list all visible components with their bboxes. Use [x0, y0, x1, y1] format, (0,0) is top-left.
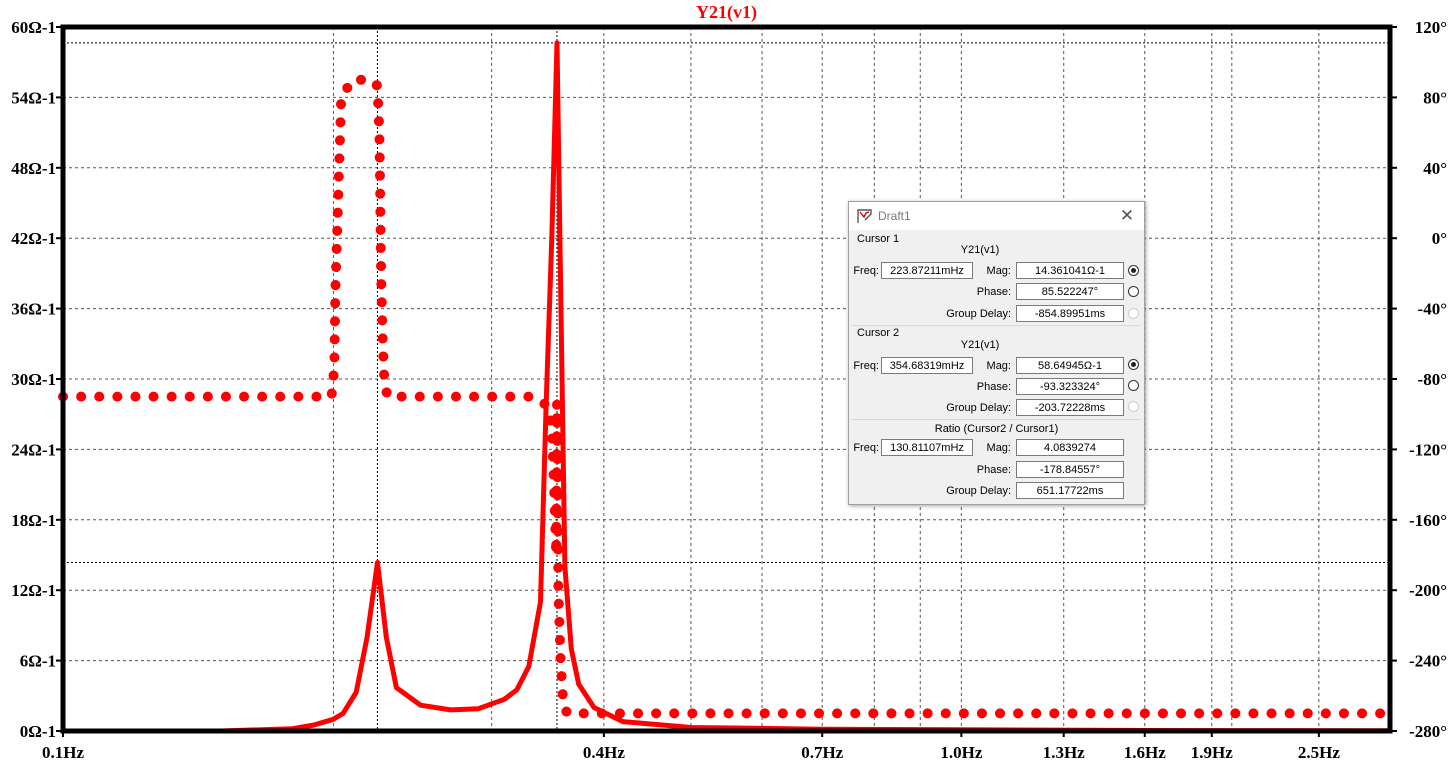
y-right-tick-label: -120°: [1409, 440, 1447, 459]
cursor1-freq-field[interactable]: 223.87211mHz: [881, 262, 973, 279]
y-left-tick-label: 18Ω-1: [11, 511, 56, 530]
y-axis-left-ticks: 0Ω-1 6Ω-1 12Ω-1 18Ω-1 24Ω-1 30Ω-1 36Ω-1 42Ω-1 48…: [11, 18, 63, 741]
y-right-tick-label: 120°: [1415, 18, 1447, 37]
cursor1-gd-label: Group Delay:: [946, 308, 1011, 320]
cursor2-gd-label: Group Delay:: [946, 402, 1011, 414]
dialog-titlebar[interactable]: Draft1 ✕: [849, 202, 1144, 230]
ratio-freq-label: Freq:: [853, 442, 879, 454]
y-left-tick-label: 30Ω-1: [11, 370, 56, 389]
cursor1-gd-radio: [1128, 308, 1139, 319]
y-left-tick-label: 48Ω-1: [11, 159, 56, 178]
y-left-tick-label: 42Ω-1: [11, 229, 56, 248]
ratio-mag-field[interactable]: 4.0839274: [1016, 439, 1124, 456]
cursor1-phase-radio[interactable]: [1128, 286, 1139, 297]
y-left-tick-label: 60Ω-1: [11, 18, 56, 37]
y-left-tick-label: 24Ω-1: [11, 440, 56, 459]
cursor2-gd-radio: [1128, 401, 1139, 412]
x-tick-label: 0.7Hz: [801, 743, 843, 762]
y-right-tick-label: 80°: [1423, 88, 1447, 107]
cursor2-mag-radio[interactable]: [1128, 359, 1139, 370]
chart-title: Y21(v1): [696, 2, 757, 23]
cursor2-mag-label: Mag:: [986, 360, 1011, 372]
separator: [851, 325, 1141, 326]
series-layer: [58, 40, 1395, 734]
x-tick-label: 2.5Hz: [1298, 743, 1340, 762]
y-right-tick-label: -40°: [1418, 300, 1447, 319]
cursor2-freq-label: Freq:: [853, 360, 879, 372]
y-axis-right-ticks: 120° 80° 40° 0° -40° -80° -120° -160° -200° -240°…: [1390, 18, 1447, 741]
cursor1-gd-field[interactable]: -854.89951ms: [1016, 305, 1124, 322]
cursor-dialog[interactable]: Draft1 ✕ Cursor 1 Y21(v1) Freq: 223.8721…: [848, 201, 1145, 505]
ratio-phase-field[interactable]: -178.84557°: [1016, 461, 1124, 478]
ratio-gd-label: Group Delay:: [946, 485, 1011, 497]
cursor2-mag-field[interactable]: 58.64945Ω-1: [1016, 357, 1124, 374]
x-tick-label: 0.4Hz: [583, 743, 625, 762]
y-left-tick-label: 12Ω-1: [11, 581, 56, 600]
x-tick-label: 1.3Hz: [1043, 743, 1085, 762]
cursor2-section-label: Cursor 2: [857, 327, 900, 339]
grid-lines: [62, 26, 1391, 732]
cursor1-mag-field[interactable]: 14.361041Ω-1: [1016, 262, 1124, 279]
y-left-tick-label: 0Ω-1: [20, 722, 56, 741]
app-icon: [857, 209, 872, 223]
cursor2-freq-field[interactable]: 354.68319mHz: [881, 357, 973, 374]
cursor2-phase-radio[interactable]: [1128, 380, 1139, 391]
cursor2-subtitle: Y21(v1): [960, 339, 1000, 351]
cursor1-phase-label: Phase:: [976, 286, 1011, 298]
y-right-tick-label: -160°: [1409, 511, 1447, 530]
ratio-mag-label: Mag:: [986, 442, 1011, 454]
cursor1-freq-label: Freq:: [853, 265, 879, 277]
separator: [851, 419, 1141, 420]
close-icon[interactable]: ✕: [1119, 206, 1135, 225]
y-left-tick-label: 6Ω-1: [20, 652, 56, 671]
dialog-title: Draft1: [878, 209, 911, 223]
cursor2-phase-label: Phase:: [976, 381, 1011, 393]
y-right-tick-label: 40°: [1423, 159, 1447, 178]
cursor2-gd-field[interactable]: -203.72228ms: [1016, 399, 1124, 416]
x-tick-label: 0.1Hz: [42, 743, 84, 762]
cursor1-phase-field[interactable]: 85.522247°: [1016, 283, 1124, 300]
x-tick-label: 1.9Hz: [1191, 743, 1233, 762]
cursor1-section-label: Cursor 1: [857, 233, 900, 245]
ratio-freq-field[interactable]: 130.81107mHz: [881, 439, 973, 456]
x-tick-label: 1.0Hz: [940, 743, 982, 762]
y-right-tick-label: -200°: [1409, 581, 1447, 600]
x-tick-label: 1.6Hz: [1124, 743, 1166, 762]
y-left-tick-label: 36Ω-1: [11, 300, 56, 319]
cursor1-mag-radio[interactable]: [1128, 265, 1139, 276]
cursor2-phase-field[interactable]: -93.323324°: [1016, 378, 1124, 395]
ratio-phase-label: Phase:: [976, 464, 1011, 476]
y-left-tick-label: 54Ω-1: [11, 88, 56, 107]
x-axis-ticks: 0.1Hz 0.4Hz 0.7Hz 1.0Hz 1.3Hz 1.6Hz 1.9Hz 2.5Hz: [42, 731, 1340, 762]
ratio-gd-field[interactable]: 651.17722ms: [1016, 482, 1124, 499]
y-right-tick-label: -240°: [1409, 652, 1447, 671]
y-right-tick-label: -80°: [1418, 370, 1447, 389]
y-right-tick-label: 0°: [1432, 229, 1447, 248]
cursor1-mag-label: Mag:: [986, 265, 1011, 277]
cursor1-subtitle: Y21(v1): [960, 244, 1000, 256]
y-right-tick-label: -280°: [1409, 722, 1447, 741]
magnitude-series-line: [63, 40, 1391, 734]
ratio-section-label: Ratio (Cursor2 / Cursor1): [934, 423, 1059, 435]
phase-series-line: [58, 74, 1395, 719]
